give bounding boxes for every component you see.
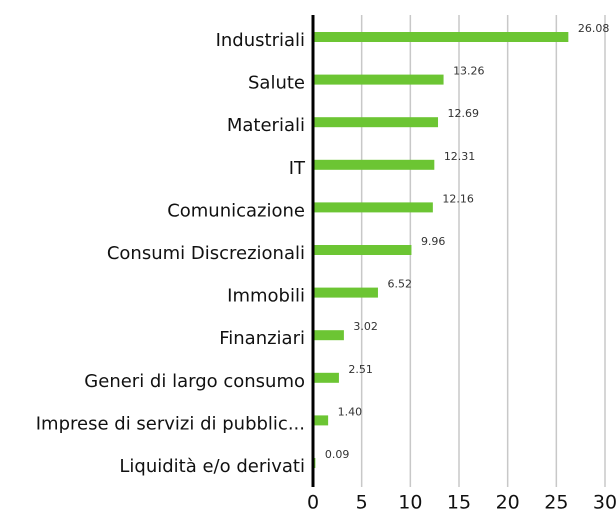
bar	[314, 330, 344, 341]
bar	[314, 32, 569, 42]
x-tick-label: 0	[307, 492, 319, 513]
bar	[314, 245, 412, 255]
category-label: Immobili	[227, 286, 305, 307]
category-label: Generi di largo consumo	[84, 371, 305, 392]
value-label: 12.31	[444, 150, 476, 163]
category-label: Finanziari	[219, 328, 305, 349]
category-label: Comunicazione	[167, 200, 305, 221]
category-label: Salute	[248, 73, 305, 94]
bar	[314, 159, 435, 170]
x-tick-label: 20	[496, 492, 520, 513]
bar	[314, 74, 444, 85]
value-label: 3.02	[353, 320, 378, 333]
category-label: Industriali	[216, 30, 305, 51]
value-label: 12.69	[448, 107, 480, 120]
value-label: 1.40	[338, 405, 363, 418]
bar	[314, 287, 378, 298]
category-label: Liquidità e/o derivati	[119, 456, 305, 477]
bar	[314, 415, 329, 426]
x-tick-label: 10	[398, 492, 422, 513]
value-label: 2.51	[348, 363, 373, 376]
x-tick-label: 25	[544, 492, 568, 513]
x-tick-label: 15	[447, 492, 471, 513]
bar	[314, 372, 339, 383]
x-tick-label: 5	[356, 492, 368, 513]
category-label: Materiali	[227, 115, 305, 136]
bar	[314, 202, 433, 213]
category-label: Consumi Discrezionali	[107, 243, 305, 264]
bar	[314, 458, 316, 468]
category-label: IT	[289, 158, 306, 179]
value-label: 0.09	[325, 448, 350, 461]
bar	[314, 117, 439, 128]
category-label: Imprese di servizi di pubblic...	[36, 413, 305, 434]
x-tick-label: 30	[593, 492, 616, 513]
value-label: 13.26	[453, 65, 485, 78]
value-label: 12.16	[442, 192, 474, 205]
value-label: 26.08	[578, 22, 610, 35]
value-label: 6.52	[387, 278, 412, 291]
value-label: 9.96	[421, 235, 446, 248]
